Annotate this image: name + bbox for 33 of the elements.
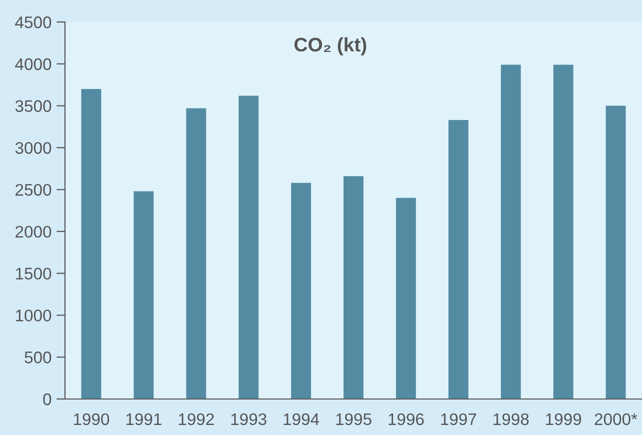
y-tick-label: 0 xyxy=(43,393,52,406)
bar xyxy=(606,106,626,399)
x-tick-label: 1996 xyxy=(388,413,424,426)
x-tick-label: 1994 xyxy=(284,413,320,426)
bar xyxy=(553,64,574,399)
bar xyxy=(238,96,259,399)
x-tick-label: 1997 xyxy=(441,413,476,426)
bar xyxy=(134,191,154,399)
x-tick-label: 1991 xyxy=(126,413,162,426)
x-tick-label: 1990 xyxy=(74,413,110,426)
y-tick-label: 1000 xyxy=(16,310,52,322)
bar xyxy=(291,182,312,399)
x-tick-label: 1992 xyxy=(178,413,214,426)
y-tick-label: 3000 xyxy=(15,142,52,154)
bar xyxy=(396,198,416,399)
text: CO₂ (kt) xyxy=(294,37,366,56)
y-tick-label: 4000 xyxy=(15,58,52,70)
y-tick-label: 2500 xyxy=(16,184,52,196)
bar xyxy=(448,120,468,399)
y-tick-label: 2000 xyxy=(16,226,52,238)
x-tick-label: 1995 xyxy=(336,413,372,426)
bar xyxy=(500,64,521,399)
y-tick-label: 500 xyxy=(24,352,52,364)
x-tick-label: 1993 xyxy=(231,413,266,426)
y-tick-label: 3500 xyxy=(15,100,52,112)
bar xyxy=(344,176,364,399)
x-tick-label: 1998 xyxy=(494,413,529,426)
y-tick-label: 4500 xyxy=(15,16,52,28)
x-tick-label: 2000* xyxy=(594,413,638,426)
x-tick-label: 1999 xyxy=(546,413,582,426)
bar xyxy=(81,89,102,399)
y-tick-label: 1500 xyxy=(16,268,52,280)
bar xyxy=(186,108,206,399)
